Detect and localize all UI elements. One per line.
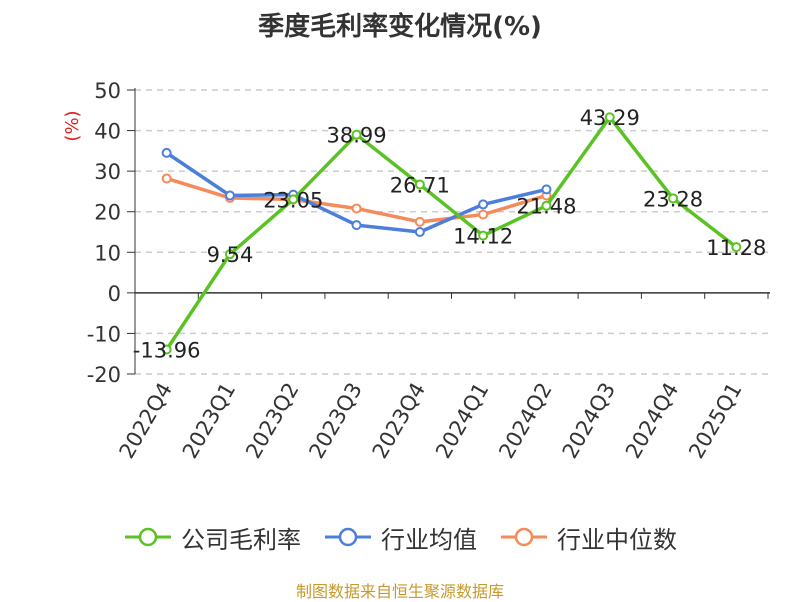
y-tick-label: 40 xyxy=(94,120,121,144)
x-tick-label: 2022Q4 xyxy=(115,379,177,463)
y-tick-label: 0 xyxy=(108,282,121,306)
y-tick-label: 10 xyxy=(94,241,121,265)
legend: 公司毛利率 行业均值 行业中位数 xyxy=(0,520,800,554)
x-tick-label: 2024Q4 xyxy=(621,379,683,463)
data-label: 23.28 xyxy=(643,187,703,211)
data-point xyxy=(478,230,489,241)
data-point xyxy=(351,203,362,214)
data-label: 11.28 xyxy=(706,236,766,260)
series-layer xyxy=(161,112,742,355)
chart-title: 季度毛利率变化情况(%) xyxy=(258,12,542,42)
legend-swatch-icon xyxy=(501,527,547,547)
legend-swatch-icon xyxy=(325,527,371,547)
y-axis-label: (%) xyxy=(62,110,83,141)
data-label: 38.99 xyxy=(326,124,386,148)
grid-layer xyxy=(135,89,768,375)
x-tick-label: 2024Q3 xyxy=(558,379,620,463)
source-footer: 制图数据来自恒生聚源数据库 xyxy=(295,582,504,601)
data-label: 21.48 xyxy=(516,195,576,219)
data-point xyxy=(668,193,679,204)
data-point xyxy=(414,227,425,237)
legend-label: 行业中位数 xyxy=(557,525,677,554)
data-point xyxy=(541,184,552,195)
x-tick-label: 2023Q1 xyxy=(178,379,240,463)
data-point xyxy=(478,199,489,210)
series-line-2 xyxy=(166,176,547,224)
x-tick-label: 2024Q1 xyxy=(431,379,493,463)
x-tick-label: 2024Q2 xyxy=(494,379,556,463)
data-point xyxy=(478,209,489,220)
x-tick-label: 2023Q4 xyxy=(368,379,430,463)
x-tick-label: 2023Q3 xyxy=(304,379,366,463)
data-label: 43.29 xyxy=(580,106,640,130)
legend-label: 行业均值 xyxy=(381,525,477,554)
y-tick-label: 50 xyxy=(94,79,121,103)
data-point xyxy=(161,173,172,184)
data-label: 26.71 xyxy=(390,173,450,197)
x-tick-label: 2023Q2 xyxy=(241,379,303,463)
legend-label: 公司毛利率 xyxy=(181,525,301,554)
data-point xyxy=(351,220,362,231)
y-tick-label: -20 xyxy=(87,363,121,387)
data-point xyxy=(731,242,742,253)
series-line-0 xyxy=(165,115,738,351)
legend-swatch-icon xyxy=(125,527,171,547)
y-tick-label: -10 xyxy=(87,322,121,346)
x-tick-label: 2025Q1 xyxy=(684,379,746,463)
data-point xyxy=(224,249,235,260)
legend-item[interactable]: 行业均值 xyxy=(323,520,477,555)
data-point xyxy=(604,112,615,123)
y-tick-label: 30 xyxy=(94,160,121,184)
data-point xyxy=(161,147,172,158)
legend-item[interactable]: 公司毛利率 xyxy=(123,520,301,555)
data-label: 14.12 xyxy=(453,225,513,249)
data-point xyxy=(541,200,552,211)
data-point xyxy=(414,179,425,190)
data-point xyxy=(351,129,362,140)
data-point xyxy=(161,344,172,355)
y-tick-label: 20 xyxy=(94,201,121,225)
data-point xyxy=(224,190,235,201)
data-label: 23.05 xyxy=(263,188,323,212)
data-label: 9.54 xyxy=(207,243,254,267)
data-point xyxy=(414,216,425,227)
data-point xyxy=(288,194,299,205)
legend-item[interactable]: 行业中位数 xyxy=(499,520,677,555)
data-label: -13.96 xyxy=(133,338,201,362)
